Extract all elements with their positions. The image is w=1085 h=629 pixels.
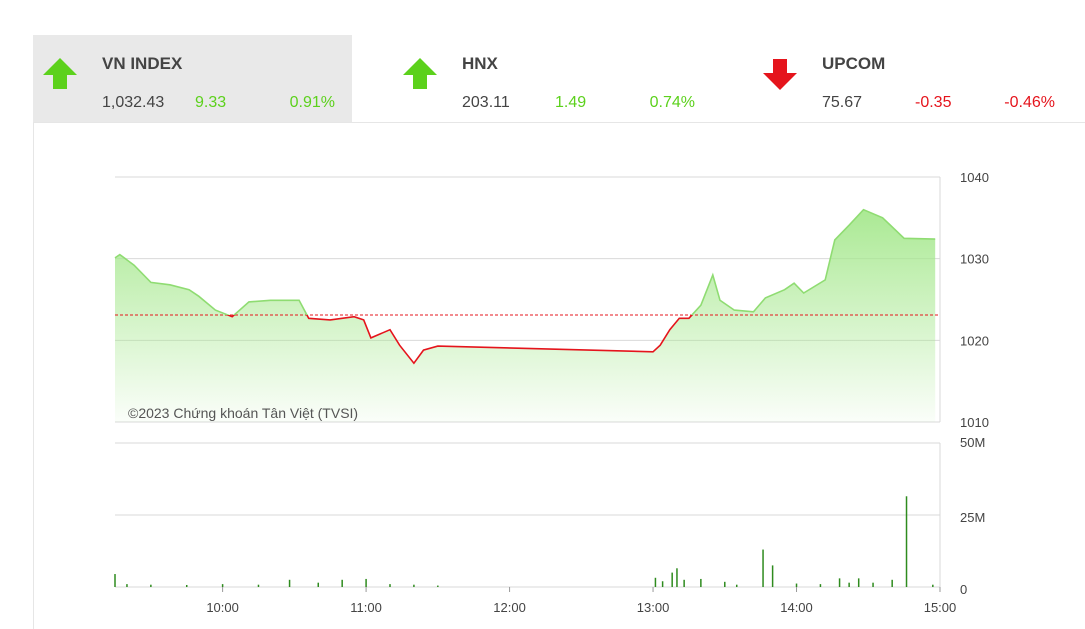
index-tab[interactable]: UPCOM 75.67 -0.35 -0.46%: [763, 54, 1055, 111]
index-change: 1.49: [555, 94, 586, 111]
index-change: 9.33: [195, 94, 226, 111]
volume-bar: [848, 582, 850, 587]
index-percent: 0.74%: [650, 94, 695, 111]
volume-bar: [185, 584, 188, 587]
y-tick-label: 0: [960, 582, 967, 597]
price-line: [114, 208, 936, 365]
y-tick-label: 1020: [960, 333, 989, 348]
volume-bar: [413, 584, 415, 587]
x-tick-label: 12:00: [493, 600, 526, 615]
volume-bar: [221, 584, 224, 587]
volume-bar: [795, 583, 798, 587]
trend-arrow: [403, 58, 437, 89]
volume-bar: [654, 577, 657, 587]
trend-arrow: [43, 58, 77, 89]
volume-bar: [317, 582, 320, 587]
volume-bar: [114, 574, 116, 587]
volume-bar: [683, 579, 685, 587]
y-tick-label: 50M: [960, 435, 985, 450]
x-tick-label: 15:00: [924, 600, 957, 615]
index-value: 75.67: [822, 94, 862, 111]
y-tick-label: 1030: [960, 252, 989, 267]
x-tick-label: 11:00: [350, 600, 382, 615]
tab-background: [33, 35, 352, 122]
volume-bar: [437, 585, 439, 587]
index-name: HNX: [462, 54, 499, 73]
index-name: UPCOM: [822, 54, 885, 73]
index-value: 1,032.43: [102, 94, 164, 111]
volume-bar: [150, 584, 152, 587]
volume-bar: [762, 549, 764, 587]
index-value: 203.11: [462, 94, 510, 111]
volume-bar: [365, 578, 367, 587]
volume-bar: [932, 584, 934, 587]
volume-bar: [389, 584, 391, 587]
volume-bar: [257, 584, 260, 587]
volume-bar: [288, 579, 291, 587]
area: [115, 209, 936, 422]
volume-bar: [341, 579, 343, 587]
volume-bar: [872, 582, 874, 587]
volume-bar: [676, 568, 678, 587]
volume-bar: [771, 565, 774, 587]
volume-bar: [819, 584, 822, 587]
volume-bar: [735, 584, 738, 587]
x-tick-label: 14:00: [780, 600, 813, 615]
index-tab[interactable]: VN INDEX 1,032.43 9.33 0.91%: [33, 35, 352, 122]
watermark: ©2023 Chứng khoán Tân Việt (TVSI): [128, 405, 358, 421]
volume-bar: [126, 584, 128, 587]
volume-bar: [891, 579, 893, 587]
x-tick-label: 13:00: [637, 600, 670, 615]
y-tick-label: 1040: [960, 170, 989, 185]
trend-arrow: [763, 59, 797, 90]
y-tick-label: 1010: [960, 415, 989, 430]
volume-bar: [724, 581, 726, 587]
volume-bar: [700, 578, 702, 587]
index-percent: -0.46%: [1004, 94, 1055, 111]
volume-bar: [838, 578, 841, 587]
index-change: -0.35: [915, 94, 952, 111]
x-tick-label: 10:00: [206, 600, 239, 615]
y-tick-label: 25M: [960, 510, 985, 525]
volume-bar: [661, 581, 664, 587]
chart-panel: [33, 122, 1085, 629]
volume-bar: [857, 578, 860, 587]
index-tab[interactable]: HNX 203.11 1.49 0.74%: [403, 54, 695, 111]
volume-bar: [905, 496, 908, 587]
volume-bar: [671, 572, 673, 587]
index-name: VN INDEX: [102, 54, 183, 73]
index-percent: 0.91%: [290, 94, 335, 111]
